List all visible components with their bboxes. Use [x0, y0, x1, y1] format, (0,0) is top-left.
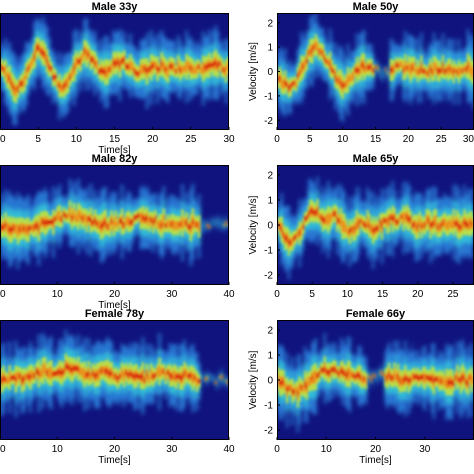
y-tick-label: 0	[267, 376, 273, 387]
spectrogram-body	[277, 176, 474, 280]
x-tick-label: 20	[412, 289, 424, 300]
y-tick-label: -1	[264, 246, 273, 257]
panel-title: Male 65y	[353, 153, 400, 165]
y-tick-label: -1	[264, 91, 273, 102]
x-tick-label: 25	[185, 134, 197, 145]
x-tick-label: 10	[52, 444, 64, 455]
x-tick-label: 30	[419, 444, 431, 455]
x-tick-label: 20	[370, 444, 382, 455]
x-tick-label: 40	[223, 444, 235, 455]
y-tick-label: 2	[267, 171, 273, 182]
panel-5: Female 78y 0 10 20 30 40 Time[s]	[0, 308, 235, 466]
y-axis-label: Velocity [m/s]	[248, 350, 259, 409]
spectrogram-body	[277, 333, 474, 433]
panel-1: Male 33y 0 5 10 15 20 25 30 Time[s]	[0, 1, 235, 156]
x-tick-label: 0	[0, 289, 6, 300]
x-axis-label: Time[s]	[98, 455, 131, 466]
y-tick-label: 2	[267, 18, 273, 29]
panel-title: Male 82y	[92, 153, 139, 165]
x-tick-label: 25	[436, 134, 448, 145]
x-tick-label: 30	[463, 134, 474, 145]
x-tick-label: 5	[307, 134, 313, 145]
spectrogram-body	[0, 329, 229, 418]
x-tick-label: 10	[52, 289, 64, 300]
spectrogram-body	[277, 13, 474, 123]
y-tick-label: 1	[267, 43, 273, 54]
x-tick-label: 0	[274, 134, 280, 145]
spectrogram-body	[0, 178, 229, 270]
x-tick-label: 25	[447, 289, 459, 300]
y-tick-label: 0	[267, 67, 273, 78]
x-tick-label: 5	[309, 289, 315, 300]
y-tick-label: -2	[264, 426, 273, 437]
x-tick-label: 20	[403, 134, 415, 145]
y-tick-label: -2	[264, 271, 273, 282]
y-axis-label: Velocity [m/s]	[248, 195, 259, 254]
x-axis-label: Time[s]	[98, 145, 131, 156]
panel-title: Female 78y	[85, 308, 145, 320]
panel-title: Female 66y	[346, 308, 406, 320]
panel-title: Male 50y	[353, 1, 400, 13]
x-tick-label: 20	[147, 134, 159, 145]
y-tick-label: -2	[264, 116, 273, 127]
y-tick-label: -1	[264, 401, 273, 412]
panel-3: Male 82y 0 10 20 30 40 Time[s]	[0, 153, 235, 311]
x-tick-label: 0	[274, 289, 280, 300]
panel-title: Male 33y	[92, 1, 139, 13]
x-tick-label: 0	[274, 444, 280, 455]
x-tick-label: 30	[223, 134, 235, 145]
x-tick-label: 15	[109, 134, 121, 145]
x-tick-label: 30	[166, 289, 178, 300]
x-tick-label: 10	[71, 134, 83, 145]
x-tick-label: 0	[0, 444, 6, 455]
x-tick-label: 10	[337, 134, 349, 145]
x-tick-label: 0	[0, 134, 6, 145]
y-tick-label: 1	[267, 351, 273, 362]
x-tick-label: 30	[166, 444, 178, 455]
x-tick-label: 10	[321, 444, 333, 455]
y-tick-label: 0	[267, 221, 273, 232]
y-axis-label: Velocity [m/s]	[248, 42, 259, 101]
x-tick-label: 15	[377, 289, 389, 300]
x-tick-label: 10	[342, 289, 354, 300]
y-tick-label: 2	[267, 326, 273, 337]
x-axis-label: Time[s]	[98, 300, 131, 311]
x-tick-label: 40	[223, 289, 235, 300]
x-axis-label: Time[s]	[359, 455, 392, 466]
spectrogram-body	[0, 16, 229, 126]
y-tick-label: 1	[267, 196, 273, 207]
x-tick-label: 20	[109, 444, 121, 455]
x-tick-label: 5	[35, 134, 41, 145]
x-tick-label: 15	[370, 134, 382, 145]
x-tick-label: 20	[109, 289, 121, 300]
